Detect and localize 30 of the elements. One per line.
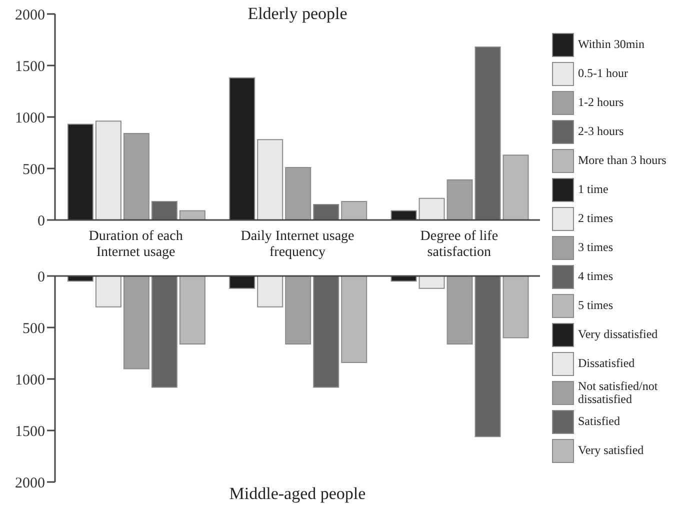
y-tick-label: 0 (38, 269, 45, 286)
chart-title: Elderly people (246, 4, 348, 24)
x-tick-label: Degree of life satisfaction (420, 229, 498, 260)
legend-label: 1 time (578, 182, 608, 196)
legend-label: Satisfied (578, 414, 620, 428)
y-tick-label: 0 (38, 213, 45, 230)
y-tick-label: 1500 (15, 58, 45, 75)
y-tick-label: 500 (22, 320, 45, 337)
x-tick-label: Daily Internet usage frequency (240, 229, 354, 260)
legend-label: Dissatisfied (578, 356, 635, 370)
legend-label: Within 30min (578, 37, 645, 51)
legend-label: 5 times (578, 298, 613, 312)
legend-label: 0.5-1 hour (578, 66, 628, 80)
y-tick-label: 2000 (15, 475, 45, 492)
legend-label: 2 times (578, 211, 613, 225)
legend-label: 2-3 hours (578, 124, 624, 138)
y-tick-label: 1500 (15, 424, 45, 440)
legend-label: 4 times (578, 269, 613, 283)
y-tick-label: 500 (22, 162, 45, 178)
x-tick-label: Duration of each Internet usage (88, 229, 183, 260)
y-tick-label: 1000 (15, 110, 45, 126)
legend-label: 1-2 hours (578, 95, 624, 109)
legend-label: Not satisfied/not dissatisfied (578, 378, 659, 406)
legend-label: Very satisfied (578, 443, 644, 457)
legend-label: More than 3 hours (578, 153, 666, 167)
legend-label: 3 times (578, 240, 613, 254)
y-tick-label: 2000 (15, 7, 45, 24)
text: Middle-aged people (228, 484, 367, 504)
y-tick-label: 1000 (15, 372, 45, 388)
legend-label: Very dissatisfied (578, 327, 658, 341)
